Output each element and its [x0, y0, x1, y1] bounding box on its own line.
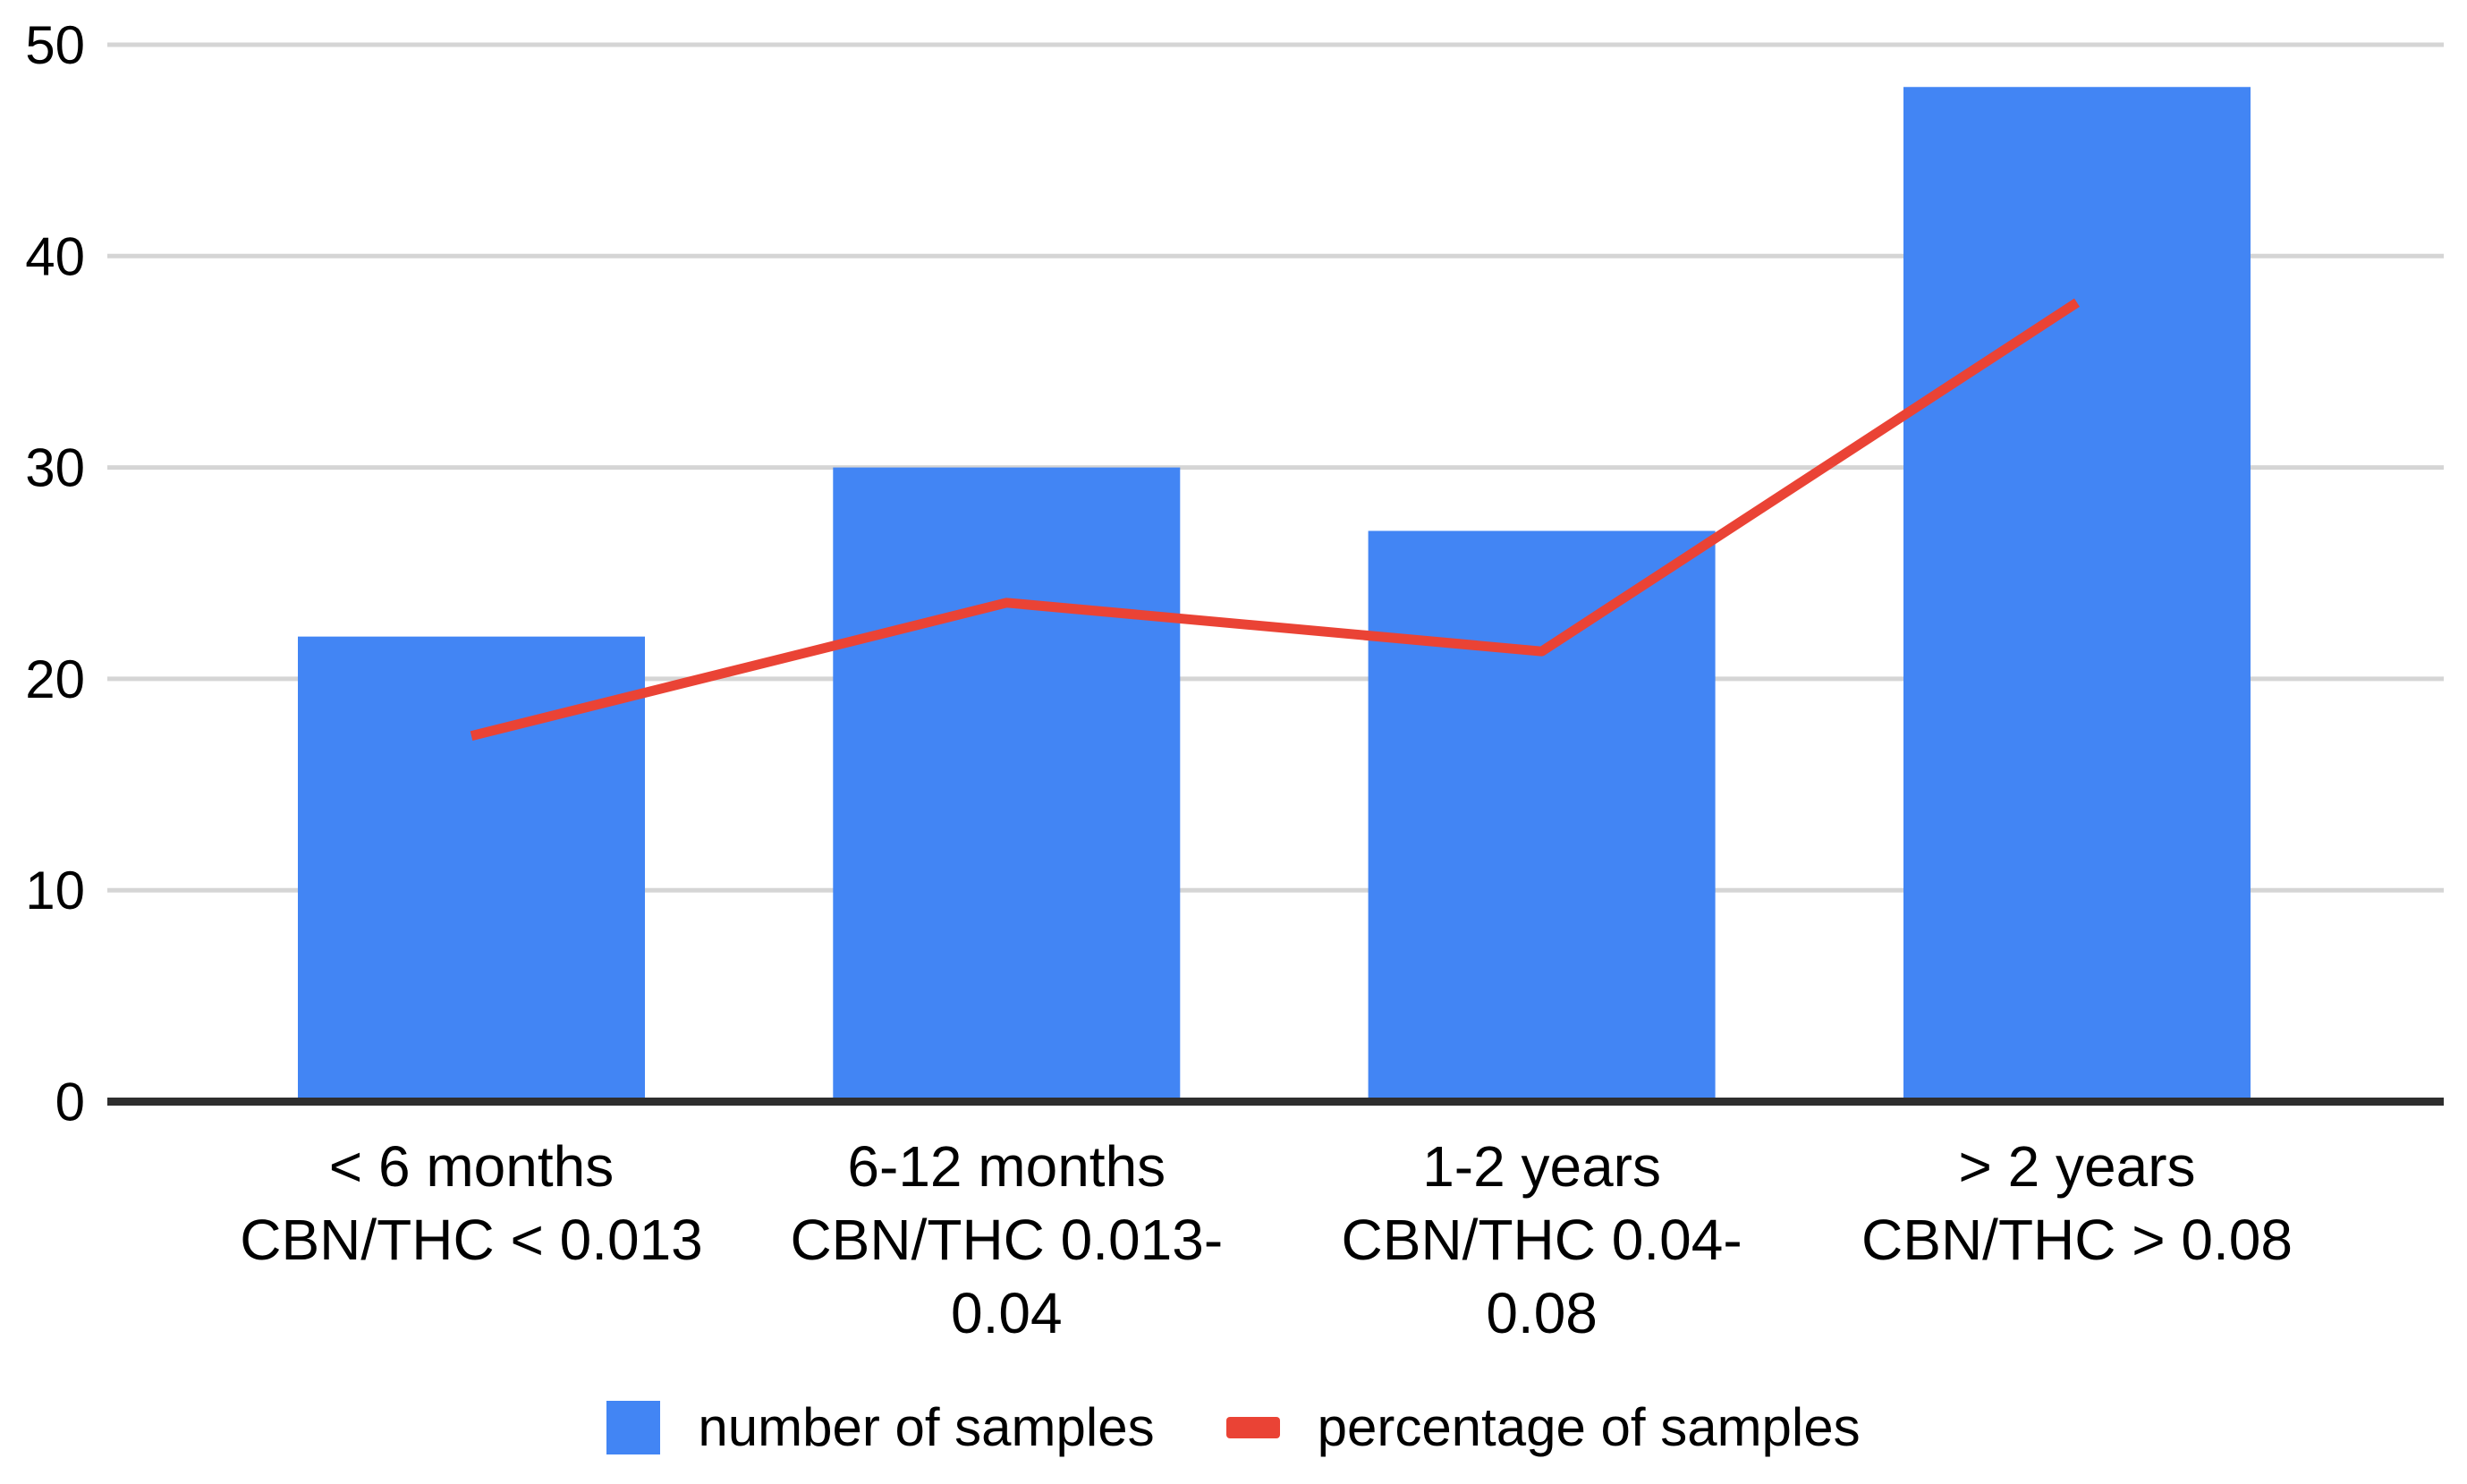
y-axis-tick-label: 40: [25, 226, 85, 286]
category-label-2-line-0: 1-2 years: [1422, 1134, 1661, 1199]
line-series-swatch-icon: [1225, 1417, 1280, 1438]
category-label-2-line-2: 0.08: [1486, 1281, 1598, 1345]
bar-1: [833, 467, 1181, 1098]
y-axis-tick-label: 20: [25, 649, 85, 709]
legend-label-line-series: percentage of samples: [1317, 1397, 1861, 1457]
category-label-1-line-0: 6-12 months: [847, 1134, 1166, 1199]
bar-3: [1903, 87, 2251, 1098]
category-label-1-line-1: CBN/THC 0.013-: [790, 1208, 1223, 1272]
category-label-2-line-1: CBN/THC 0.04-: [1342, 1208, 1742, 1272]
percentage-line: [470, 298, 2081, 742]
bar-0: [298, 636, 645, 1098]
y-axis-tick-label: 10: [25, 861, 85, 920]
legend-item-percentage-of-samples: percentage of samples: [1225, 1397, 1861, 1457]
category-label-3-line-0: > 2 years: [1958, 1134, 2195, 1199]
bar-series-swatch-icon: [606, 1401, 661, 1454]
chart-legend: number of samples percentage of samples: [0, 1401, 2467, 1454]
category-label-1-line-2: 0.04: [951, 1281, 1063, 1345]
y-axis-tick-label: 50: [25, 15, 85, 75]
y-axis-tick-label: 0: [55, 1073, 85, 1132]
legend-label-bar-series: number of samples: [698, 1397, 1155, 1457]
category-label-0-line-1: CBN/THC < 0.013: [240, 1208, 703, 1272]
category-label-3-line-1: CBN/THC > 0.08: [1861, 1208, 2293, 1272]
bar-2: [1368, 530, 1716, 1098]
legend-item-number-of-samples: number of samples: [606, 1397, 1155, 1457]
y-axis-tick-label: 30: [25, 438, 85, 498]
category-label-0-line-0: < 6 months: [329, 1134, 614, 1199]
